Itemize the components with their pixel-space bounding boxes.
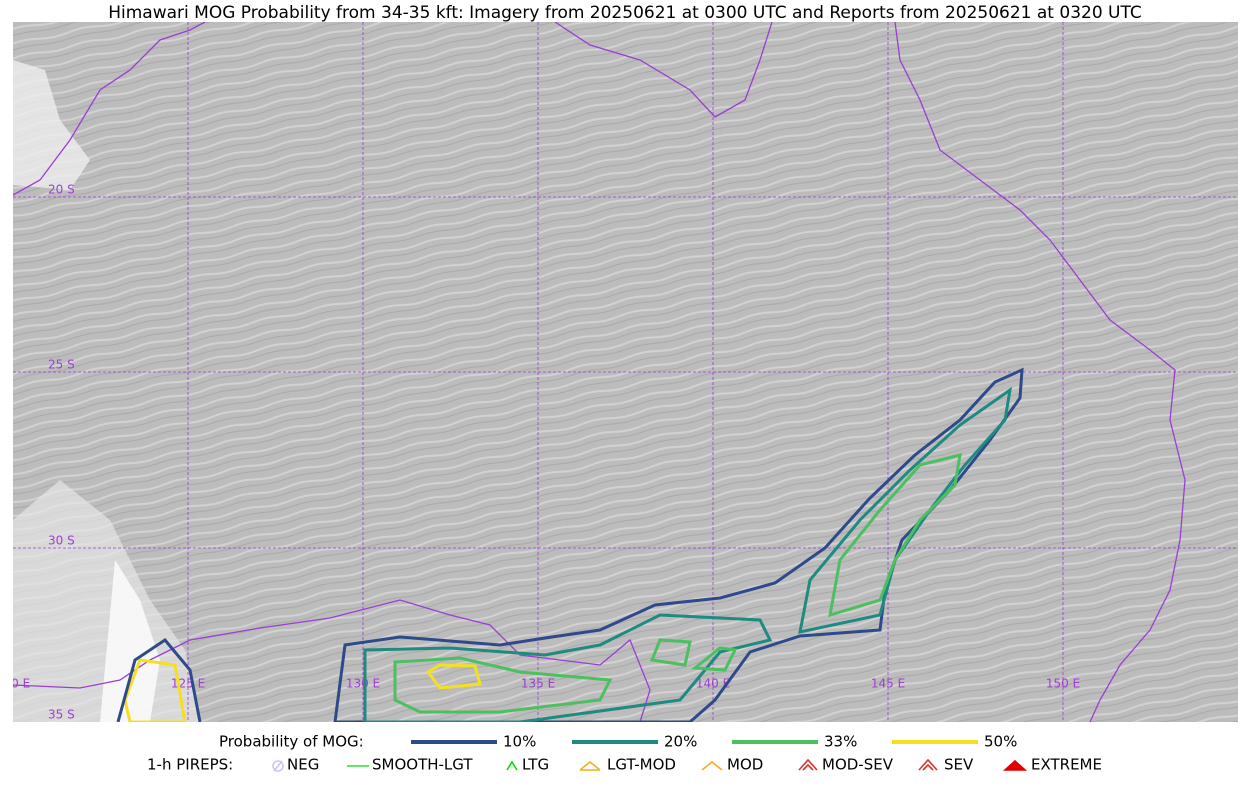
lon-label: 145 E bbox=[871, 677, 905, 691]
legend-label: 20% bbox=[664, 733, 697, 751]
contour-33 bbox=[393, 452, 962, 714]
pirep-icon bbox=[1002, 759, 1028, 771]
legend-label: LGT-MOD bbox=[607, 756, 676, 774]
legend-label: SMOOTH-LGT bbox=[372, 756, 473, 774]
contour-50 bbox=[123, 658, 482, 722]
probability-contours bbox=[116, 367, 1024, 722]
pirep-icon bbox=[798, 758, 818, 771]
legend-label: MOD-SEV bbox=[822, 756, 894, 774]
contour-10 bbox=[333, 367, 1024, 722]
cloud bbox=[13, 60, 90, 190]
pirep-icon bbox=[579, 760, 601, 771]
lon-label: 150 E bbox=[1046, 677, 1080, 691]
legend-label: MOD bbox=[727, 756, 763, 774]
contour-10 bbox=[116, 638, 202, 722]
lat-label: 35 S bbox=[48, 708, 75, 722]
lon-label: 120 E bbox=[0, 677, 30, 691]
legend: Probability of MOG: 10% 20% 33% 50% 1-h PIREP… bbox=[147, 733, 1102, 774]
legend-label: 10% bbox=[503, 733, 536, 751]
pirep-icon bbox=[918, 758, 938, 771]
pirep-icon bbox=[701, 760, 723, 771]
legend-label: 50% bbox=[984, 733, 1017, 751]
lon-label: 130 E bbox=[346, 677, 380, 691]
legend-label: NEG bbox=[287, 756, 319, 774]
legend-title: Probability of MOG: bbox=[219, 733, 364, 751]
lat-label: 25 S bbox=[48, 358, 75, 372]
legend-label: LTG bbox=[522, 756, 549, 774]
legend-title: 1-h PIREPS: bbox=[147, 756, 233, 774]
pirep-icon bbox=[272, 760, 284, 772]
lon-label: 135 E bbox=[521, 677, 555, 691]
lon-label: 140 E bbox=[696, 677, 730, 691]
legend-label: 33% bbox=[824, 733, 857, 751]
pirep-icon bbox=[506, 760, 518, 771]
lat-label: 20 S bbox=[48, 183, 75, 197]
title: Himawari MOG Probability from 34-35 kft:… bbox=[108, 3, 1142, 23]
lat-label: 30 S bbox=[48, 534, 75, 548]
legend-label: SEV bbox=[944, 756, 974, 774]
legend-label: EXTREME bbox=[1031, 756, 1102, 774]
